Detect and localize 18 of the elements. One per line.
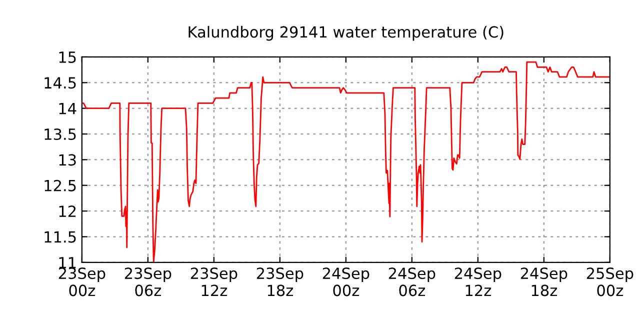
y-tick-label: 14.5 bbox=[44, 77, 76, 89]
y-tick-label: 12.5 bbox=[44, 180, 76, 192]
x-tick-label: 23Sep 18z bbox=[256, 268, 304, 296]
y-tick-label: 12 bbox=[59, 206, 76, 217]
x-tick-label: 24Sep 06z bbox=[388, 268, 436, 296]
y-tick-label: 15 bbox=[59, 52, 76, 63]
y-tick-label: 11.5 bbox=[44, 231, 76, 243]
y-tick-label: 14 bbox=[59, 102, 76, 114]
x-tick-label: 25Sep 00z bbox=[586, 268, 634, 296]
x-tick-label: 23Sep 12z bbox=[190, 268, 238, 296]
chart-title: Kalundborg 29141 water temperature (C) bbox=[188, 26, 504, 41]
x-tick-label: 23Sep 06z bbox=[124, 268, 172, 296]
y-tick-label: 13.5 bbox=[44, 128, 76, 140]
x-tick-label: 24Sep 00z bbox=[322, 268, 370, 296]
y-tick-label: 13 bbox=[59, 154, 76, 166]
x-tick-label: 23Sep 00z bbox=[58, 268, 106, 296]
x-tick-label: 24Sep 12z bbox=[454, 268, 502, 296]
x-tick-label: 24Sep 18z bbox=[520, 268, 568, 296]
